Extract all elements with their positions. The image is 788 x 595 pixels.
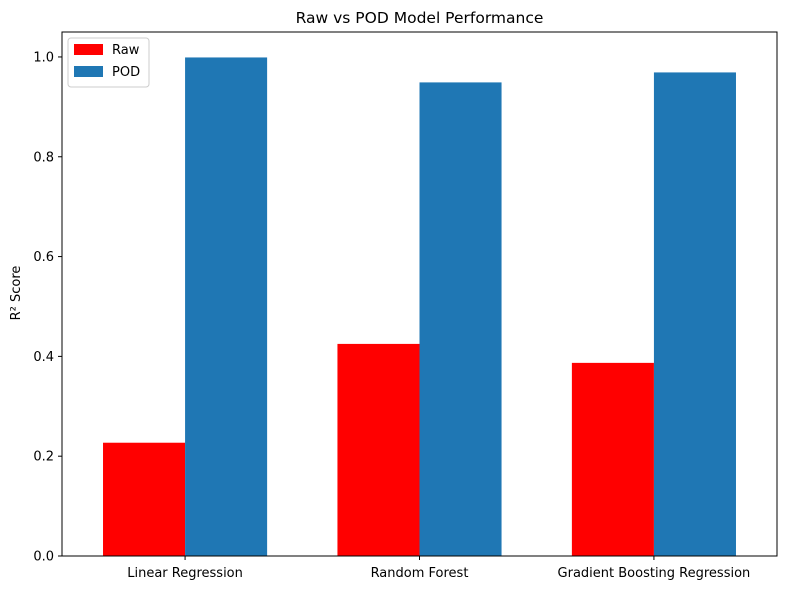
x-tick-label: Gradient Boosting Regression: [558, 566, 751, 581]
y-tick-label: 0.8: [33, 150, 54, 165]
bar-pod-0: [185, 57, 268, 556]
y-tick-label: 0.6: [33, 250, 54, 265]
y-tick-label: 0.2: [33, 450, 54, 465]
legend-label-raw: Raw: [112, 43, 140, 58]
x-tick-label: Linear Regression: [127, 566, 243, 581]
plot-frame: [61, 31, 778, 557]
bar-pod-1: [419, 82, 502, 557]
y-tick-label: 0.0: [33, 550, 54, 565]
chart-title: Raw vs POD Model Performance: [296, 9, 544, 27]
bar-raw-1: [337, 343, 420, 556]
x-tick-label: Random Forest: [371, 566, 469, 581]
x-axis-ticks: Linear Regression Random Forest Gradient B…: [127, 556, 750, 581]
legend-swatch-raw: [74, 44, 103, 55]
legend-label-pod: POD: [112, 65, 140, 80]
y-tick-label: 0.4: [33, 350, 54, 365]
bars-group: [103, 57, 736, 557]
bar-raw-2: [571, 362, 654, 556]
y-axis-ticks: 0.0 0.2 0.4 0.6 0.8 1.0: [33, 50, 62, 565]
bar-pod-2: [653, 72, 736, 557]
legend-swatch-pod: [74, 66, 103, 77]
legend: Raw POD: [67, 37, 150, 88]
y-axis-label: R² Score: [9, 266, 24, 321]
bar-raw-0: [103, 442, 186, 556]
y-tick-label: 1.0: [33, 50, 54, 65]
